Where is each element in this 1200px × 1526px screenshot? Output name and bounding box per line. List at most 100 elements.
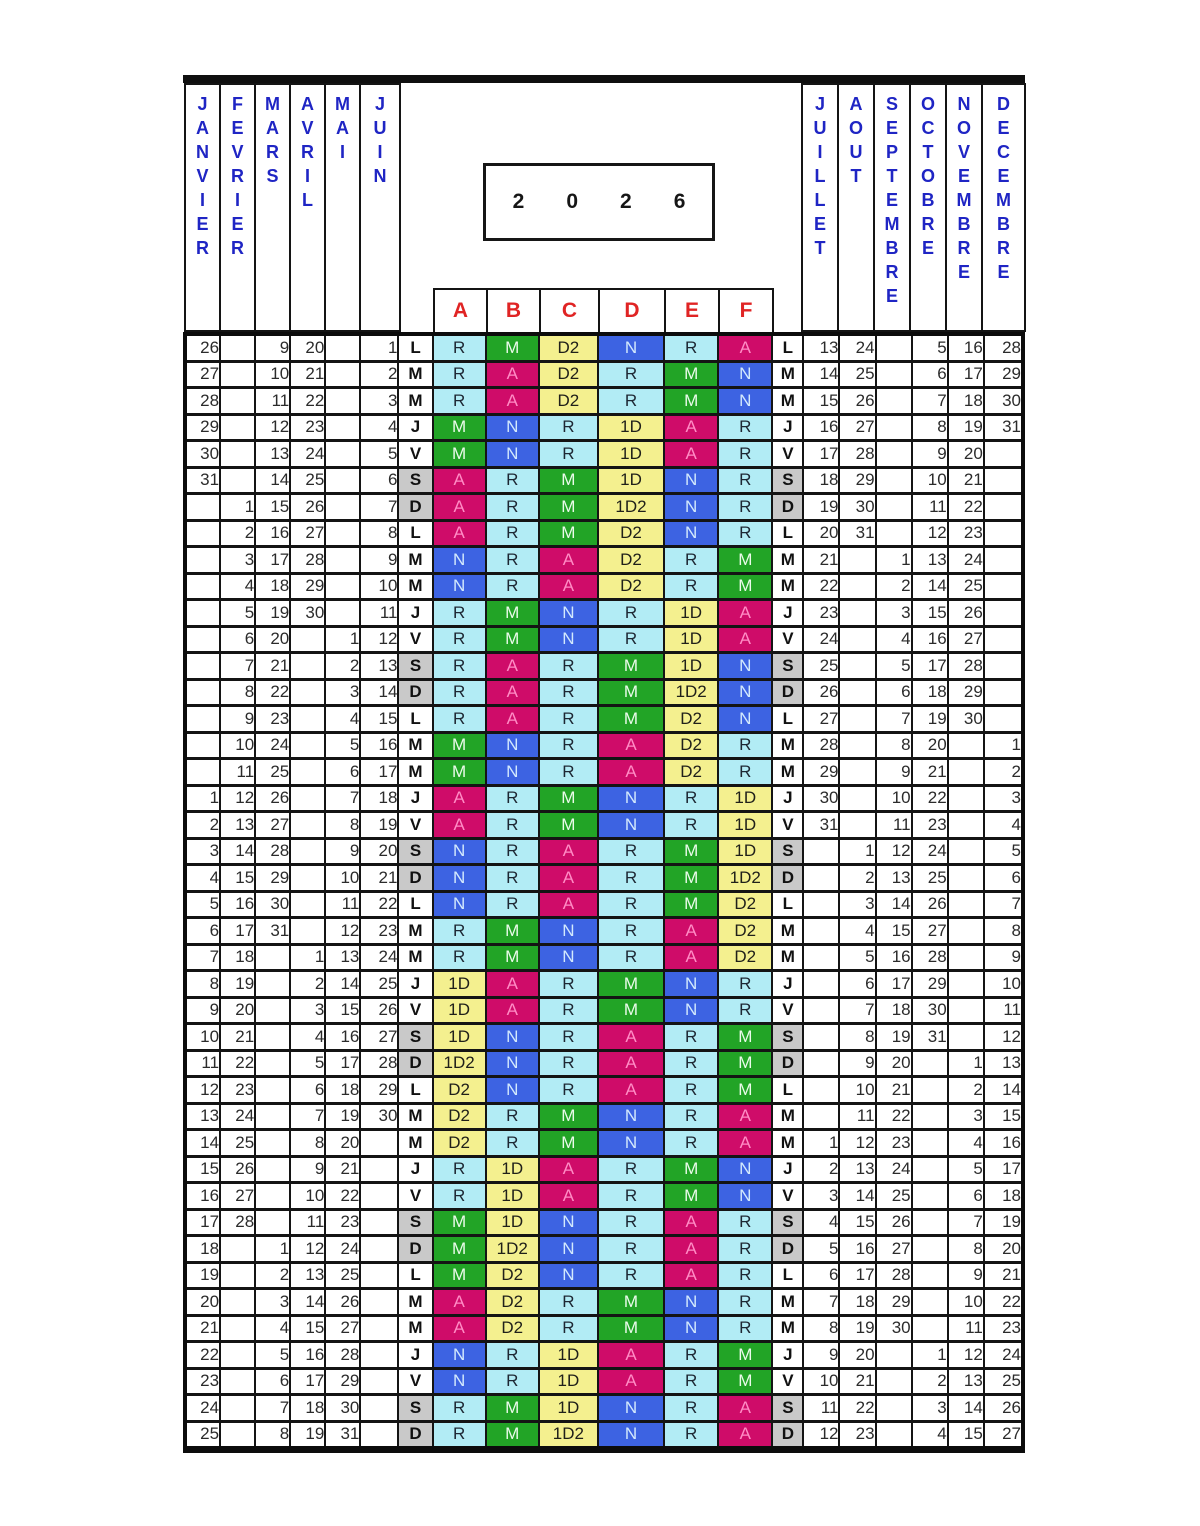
schedule-row: 17 28 11 23 S M 1D N R A R S 4 15 26 7 19 <box>183 1207 1025 1237</box>
month-letter: B <box>957 214 971 234</box>
date-cell: 5 <box>359 439 400 469</box>
date-cell: 20 <box>183 1287 222 1317</box>
shift-cell: R <box>596 863 666 893</box>
date-cell <box>946 730 985 760</box>
date-cell <box>946 1022 985 1052</box>
date-cell: 16 <box>359 730 400 760</box>
shift-cell: D2 <box>537 332 599 363</box>
date-cell <box>359 1207 400 1237</box>
shift-cell: R <box>596 1234 666 1264</box>
schedule-row: 2 16 27 8 L A R M D2 N R L 20 31 12 23 <box>183 518 1025 548</box>
date-cell: 15 <box>982 1101 1025 1131</box>
shift-cell: A <box>431 810 487 840</box>
schedule-row: 26 9 20 1 L R M D2 N R A L 13 24 5 16 28 <box>183 332 1025 363</box>
day-letter-cell: M <box>397 359 434 389</box>
date-cell: 17 <box>874 969 913 999</box>
date-cell <box>324 386 362 416</box>
date-cell: 9 <box>254 332 292 363</box>
date-cell: 23 <box>838 1419 877 1451</box>
date-cell: 7 <box>254 1393 292 1423</box>
date-cell: 6 <box>183 916 222 946</box>
day-letter-cell: D <box>397 863 434 893</box>
shift-cell: 1D <box>596 465 666 495</box>
date-cell: 20 <box>802 518 841 548</box>
date-cell: 23 <box>946 518 985 548</box>
date-cell: 18 <box>838 1287 877 1317</box>
date-cell: 25 <box>324 1260 362 1290</box>
shift-cell: A <box>596 1048 666 1078</box>
day-letter-cell: D <box>397 1419 434 1451</box>
shift-cell: R <box>484 571 540 601</box>
shift-cell: M <box>431 1234 487 1264</box>
shift-cell: N <box>596 783 666 813</box>
shift-cell: 1D <box>484 1181 540 1211</box>
date-cell <box>183 677 222 707</box>
date-cell: 20 <box>289 332 327 363</box>
date-cell: 30 <box>838 492 877 522</box>
month-letter: E <box>997 118 1010 138</box>
date-cell: 10 <box>289 1181 327 1211</box>
shift-cell: R <box>431 651 487 681</box>
date-cell: 10 <box>946 1287 985 1317</box>
date-cell: 14 <box>254 465 292 495</box>
shift-cell: M <box>663 863 720 893</box>
shift-cell: M <box>663 889 720 919</box>
shift-cell: A <box>537 1154 599 1184</box>
date-cell: 23 <box>982 1313 1025 1343</box>
date-cell: 6 <box>254 1366 292 1396</box>
schedule-row: 5 19 30 11 J R M N R 1D A J 23 3 15 26 <box>183 598 1025 628</box>
date-cell: 16 <box>802 412 841 442</box>
shift-cell: N <box>484 1075 540 1105</box>
date-cell: 22 <box>874 1101 913 1131</box>
month-letter: T <box>886 166 898 186</box>
shift-cell: M <box>537 783 599 813</box>
team-column-header-f: F <box>718 288 774 334</box>
date-cell <box>910 1234 949 1264</box>
date-cell <box>874 359 913 389</box>
day-letter-cell: J <box>397 412 434 442</box>
date-cell <box>874 1340 913 1370</box>
date-cell: 25 <box>946 571 985 601</box>
date-cell <box>838 571 877 601</box>
shift-cell: R <box>431 916 487 946</box>
date-cell: 19 <box>982 1207 1025 1237</box>
date-cell: 17 <box>946 359 985 389</box>
shift-cell: R <box>717 1234 774 1264</box>
month-letter: M <box>884 214 900 234</box>
date-cell: 5 <box>219 598 257 628</box>
shift-cell: R <box>717 1287 774 1317</box>
shift-cell: A <box>484 651 540 681</box>
date-cell: 15 <box>946 1419 985 1451</box>
date-cell: 18 <box>183 1234 222 1264</box>
shift-cell: 1D2 <box>484 1234 540 1264</box>
shift-cell: R <box>484 1366 540 1396</box>
shift-cell: R <box>431 1419 487 1451</box>
shift-cell: R <box>663 1366 720 1396</box>
date-cell <box>289 704 327 734</box>
schedule-row: 18 1 12 24 D M 1D2 N R A R D 5 16 27 8 20 <box>183 1234 1025 1264</box>
date-cell <box>874 439 913 469</box>
date-cell: 20 <box>910 730 949 760</box>
shift-cell: R <box>717 1260 774 1290</box>
date-cell <box>289 651 327 681</box>
schedule-row: 1 15 26 7 D A R M 1D2 N R D 19 30 11 22 <box>183 492 1025 522</box>
date-cell: 1 <box>982 730 1025 760</box>
shift-cell: 1D2 <box>717 863 774 893</box>
shift-cell: R <box>717 412 774 442</box>
team-column-header-b: B <box>486 288 541 334</box>
schedule-row: 14 25 8 20 M D2 R M N R A M 1 12 23 4 16 <box>183 1128 1025 1158</box>
date-cell: 12 <box>324 916 362 946</box>
day-letter-cell: M <box>397 386 434 416</box>
date-cell <box>219 1340 257 1370</box>
month-letter: O <box>956 118 971 138</box>
date-cell: 6 <box>838 969 877 999</box>
date-cell: 20 <box>359 836 400 866</box>
date-cell: 18 <box>982 1181 1025 1211</box>
date-cell <box>254 1101 292 1131</box>
shift-cell: N <box>484 730 540 760</box>
shift-cell: N <box>717 651 774 681</box>
date-cell: 5 <box>802 1234 841 1264</box>
schedule-row: 9 23 4 15 L R A R M D2 N L 27 7 19 30 <box>183 704 1025 734</box>
date-cell: 8 <box>910 412 949 442</box>
